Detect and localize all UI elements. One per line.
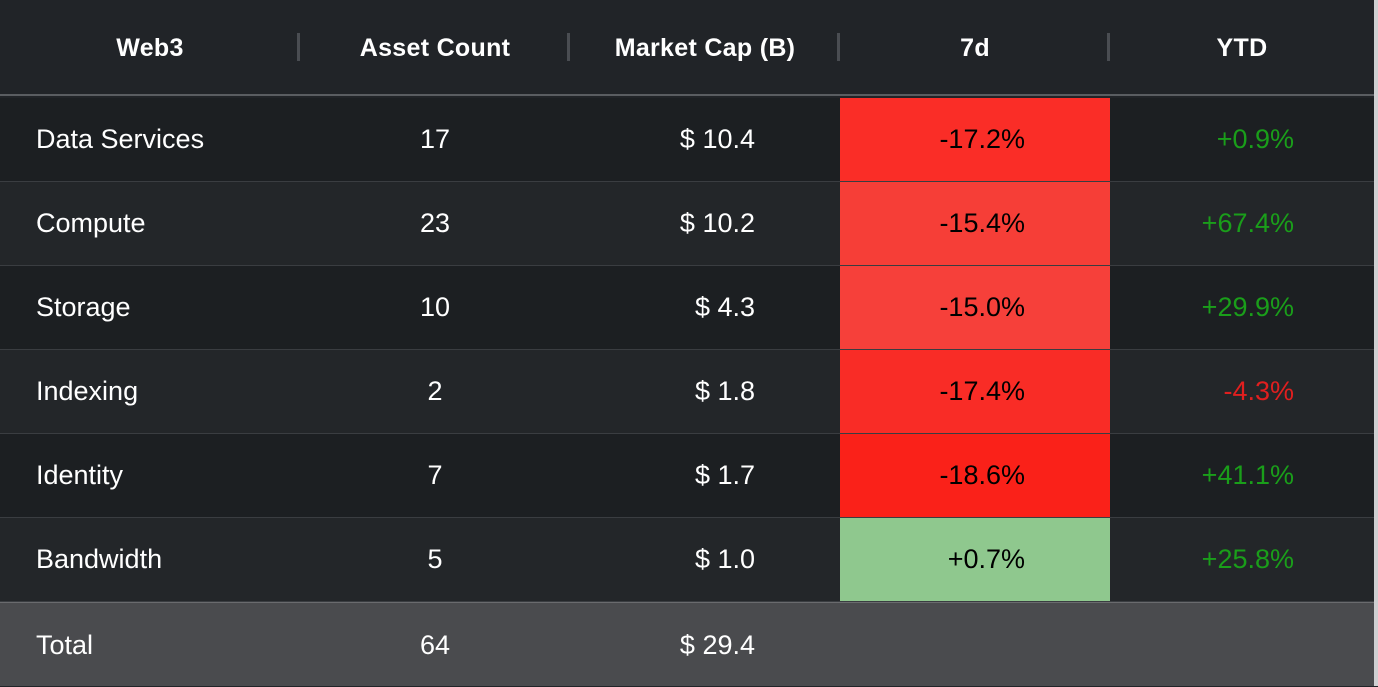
change-7d-cell: -17.4% (840, 350, 1110, 433)
table-row[interactable]: Identity 7 $ 1.7 -18.6% +41.1% (0, 434, 1374, 518)
sector-name-cell: Data Services (36, 124, 205, 154)
total-label: Total (36, 629, 94, 660)
asset-count-cell: 23 (419, 208, 451, 238)
table-header: Web3 Asset Count Market Cap (B) 7d YTD (0, 0, 1374, 96)
market-cap-cell: $ 10.2 (679, 208, 755, 238)
asset-count-cell: 5 (427, 544, 443, 574)
sector-name-cell: Bandwidth (36, 544, 163, 574)
change-ytd-cell: -4.3% (1223, 376, 1294, 406)
table-row[interactable]: Bandwidth 5 $ 1.0 +0.7% +25.8% (0, 518, 1374, 602)
total-row: Total 64 $ 29.4 (0, 602, 1374, 686)
sector-name-cell: Compute (36, 208, 146, 238)
market-cap-cell: $ 1.0 (694, 544, 755, 574)
asset-count-cell: 7 (427, 460, 443, 490)
sector-name-cell: Storage (36, 292, 131, 322)
column-resize-handle[interactable] (1107, 33, 1110, 61)
change-7d-cell: -17.2% (840, 98, 1110, 181)
market-cap-cell: $ 10.4 (679, 124, 755, 154)
change-ytd-cell: +67.4% (1201, 208, 1294, 238)
market-cap-cell: $ 1.7 (694, 460, 755, 490)
market-cap-cell: $ 4.3 (694, 292, 755, 322)
change-ytd-cell: +29.9% (1201, 292, 1294, 322)
market-cap-cell: $ 1.8 (694, 376, 755, 406)
table-row[interactable]: Data Services 17 $ 10.4 -17.2% +0.9% (0, 98, 1374, 182)
column-header-web3[interactable]: Web3 (116, 33, 184, 62)
column-header-asset-count[interactable]: Asset Count (359, 33, 511, 62)
asset-count-cell: 17 (419, 124, 451, 154)
sector-name-cell: Indexing (36, 376, 139, 406)
column-header-ytd[interactable]: YTD (1216, 33, 1268, 62)
column-resize-handle[interactable] (297, 33, 300, 61)
change-ytd-cell: +25.8% (1201, 544, 1294, 574)
change-7d-cell: -15.0% (840, 266, 1110, 349)
change-7d-cell: -15.4% (840, 182, 1110, 265)
change-ytd-cell: +41.1% (1201, 460, 1294, 490)
asset-count-cell: 10 (419, 292, 451, 322)
column-resize-handle[interactable] (837, 33, 840, 61)
total-market-cap: $ 29.4 (679, 629, 755, 660)
column-header-market-cap[interactable]: Market Cap (B) (614, 33, 796, 62)
scrollbar-edge (1374, 0, 1378, 686)
asset-count-cell: 2 (427, 376, 443, 406)
table-row[interactable]: Storage 10 $ 4.3 -15.0% +29.9% (0, 266, 1374, 350)
change-ytd-cell: +0.9% (1216, 124, 1294, 154)
sector-name-cell: Identity (36, 460, 124, 490)
column-resize-handle[interactable] (567, 33, 570, 61)
total-asset-count: 64 (419, 629, 451, 660)
table-row[interactable]: Indexing 2 $ 1.8 -17.4% -4.3% (0, 350, 1374, 434)
change-7d-cell: -18.6% (840, 434, 1110, 517)
table-row[interactable]: Compute 23 $ 10.2 -15.4% +67.4% (0, 182, 1374, 266)
change-7d-cell: +0.7% (840, 518, 1110, 601)
column-header-7d[interactable]: 7d (960, 33, 990, 62)
